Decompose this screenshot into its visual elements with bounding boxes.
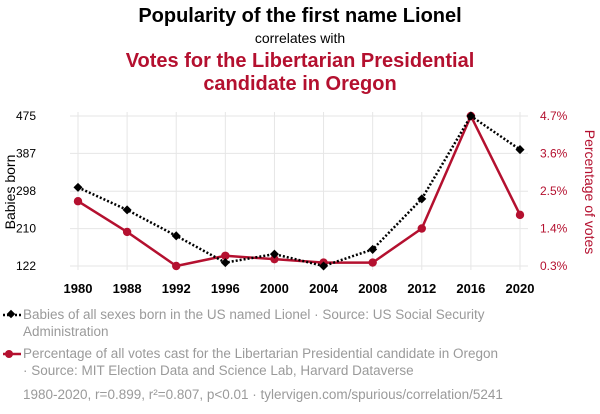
y-right-tick-label: 3.6% — [540, 147, 568, 161]
gridlines — [70, 112, 528, 270]
y-left-tick-label: 298 — [16, 184, 36, 198]
x-tick-label: 2004 — [309, 281, 339, 296]
x-tick-label: 1996 — [211, 281, 240, 296]
y-right-tick-label: 2.5% — [540, 184, 568, 198]
y-left-tick-label: 475 — [16, 109, 36, 123]
x-tick-label: 2000 — [260, 281, 289, 296]
data-point-votes — [221, 251, 230, 260]
y-axis-left: 122 210 298 387 475 — [16, 109, 36, 273]
data-point-babies — [73, 182, 83, 192]
x-tick-label: 1992 — [162, 281, 191, 296]
x-axis: 1980 1988 1992 1996 2000 2004 2008 2012 2016 2020 — [64, 281, 535, 296]
y-right-tick-label: 4.7% — [540, 109, 568, 123]
chart-footer: 1980-2020, r=0.899, r²=0.807, p<0.01 · t… — [23, 387, 503, 402]
data-point-votes — [368, 258, 377, 267]
chart-subtitle: correlates with — [255, 30, 345, 46]
legend-marker-babies — [6, 309, 16, 319]
y-axis-right-label: Percentage of votes — [582, 130, 598, 255]
y-axis-right: 0.3% 1.4% 2.5% 3.6% 4.7% — [540, 109, 568, 273]
legend-marker-votes — [5, 350, 13, 358]
data-point-votes — [515, 210, 525, 220]
x-tick-label: 2020 — [506, 281, 535, 296]
data-point-babies — [368, 244, 378, 254]
data-point-babies — [122, 205, 132, 215]
legend-votes-line2: · Source: MIT Election Data and Science … — [23, 363, 414, 378]
legend: Babies of all sexes born in the US named… — [3, 307, 498, 378]
chart-title-secondary-line1: Votes for the Libertarian Presidential — [126, 50, 475, 72]
data-point-babies — [220, 258, 230, 268]
data-point-votes — [73, 197, 83, 206]
x-tick-label: 2008 — [358, 281, 387, 296]
x-tick-label: 2016 — [456, 281, 485, 296]
x-tick-label: 1988 — [113, 281, 142, 296]
data-point-votes — [122, 227, 132, 237]
y-left-tick-label: 210 — [16, 222, 36, 236]
data-point-babies — [466, 111, 476, 121]
data-point-votes — [270, 254, 279, 264]
legend-babies-line1: Babies of all sexes born in the US named… — [23, 307, 485, 322]
data-point-votes — [417, 224, 426, 233]
x-tick-label: 1980 — [64, 281, 93, 296]
y-right-tick-label: 1.4% — [540, 222, 568, 236]
y-left-tick-label: 387 — [16, 146, 36, 160]
y-axis-left-label: Babies born — [2, 155, 18, 230]
chart-title: Popularity of the first name Lionel — [138, 5, 461, 27]
data-point-babies — [417, 194, 427, 204]
data-point-babies — [515, 145, 525, 155]
legend-babies-line2: Administration — [23, 324, 109, 339]
y-left-tick-label: 122 — [16, 259, 36, 273]
data-point-votes — [172, 261, 181, 271]
y-right-tick-label: 0.3% — [540, 259, 568, 273]
data-point-babies — [171, 231, 181, 241]
x-tick-label: 2012 — [407, 281, 436, 296]
series-babies-line — [77, 114, 521, 268]
legend-votes-line1: Percentage of all votes cast for the Lib… — [23, 346, 498, 361]
chart-title-secondary-line2: candidate in Oregon — [203, 73, 396, 95]
